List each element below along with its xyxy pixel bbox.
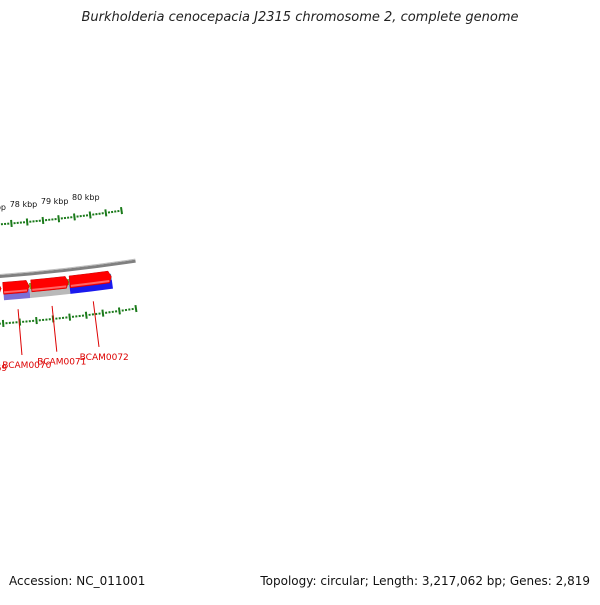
- scale-label: 78 kbp: [10, 200, 38, 209]
- backbone-layer: [0, 259, 136, 282]
- inner-tick-major: [121, 207, 122, 214]
- gene-label-leader: [18, 309, 22, 355]
- scale-label: 77 kbp: [0, 203, 6, 212]
- inner-tick-major: [90, 211, 91, 218]
- inner-tick-major: [27, 219, 28, 226]
- outer-tick-major: [102, 310, 103, 317]
- outer-tick-major: [86, 312, 87, 319]
- outer-tick-major: [3, 320, 4, 327]
- scale-label: 80 kbp: [72, 193, 100, 202]
- gene-label-leader: [93, 301, 99, 347]
- outer-tick-major: [69, 314, 70, 321]
- gene-label-leader: [52, 306, 57, 352]
- outer-tick-major: [135, 305, 136, 312]
- accession-text: Accession: NC_011001: [9, 574, 145, 588]
- inner-tick-major: [105, 209, 106, 216]
- gene-arrow[interactable]: [0, 283, 1, 298]
- scale-label: 79 kbp: [41, 197, 69, 206]
- inner-tick-major: [11, 220, 12, 227]
- map-title: Burkholderia cenocepacia J2315 chromosom…: [0, 10, 600, 25]
- inner-tick-major: [74, 213, 75, 220]
- inner-tick-major: [58, 215, 59, 222]
- genome-stats-text: Topology: circular; Length: 3,217,062 bp…: [260, 574, 590, 588]
- outer-tick-major: [36, 317, 37, 324]
- inner-tick-major: [43, 217, 44, 224]
- outer-tick-major: [119, 307, 120, 314]
- gene-label[interactable]: BCAM0072: [80, 353, 129, 363]
- backbone-line: [0, 261, 136, 282]
